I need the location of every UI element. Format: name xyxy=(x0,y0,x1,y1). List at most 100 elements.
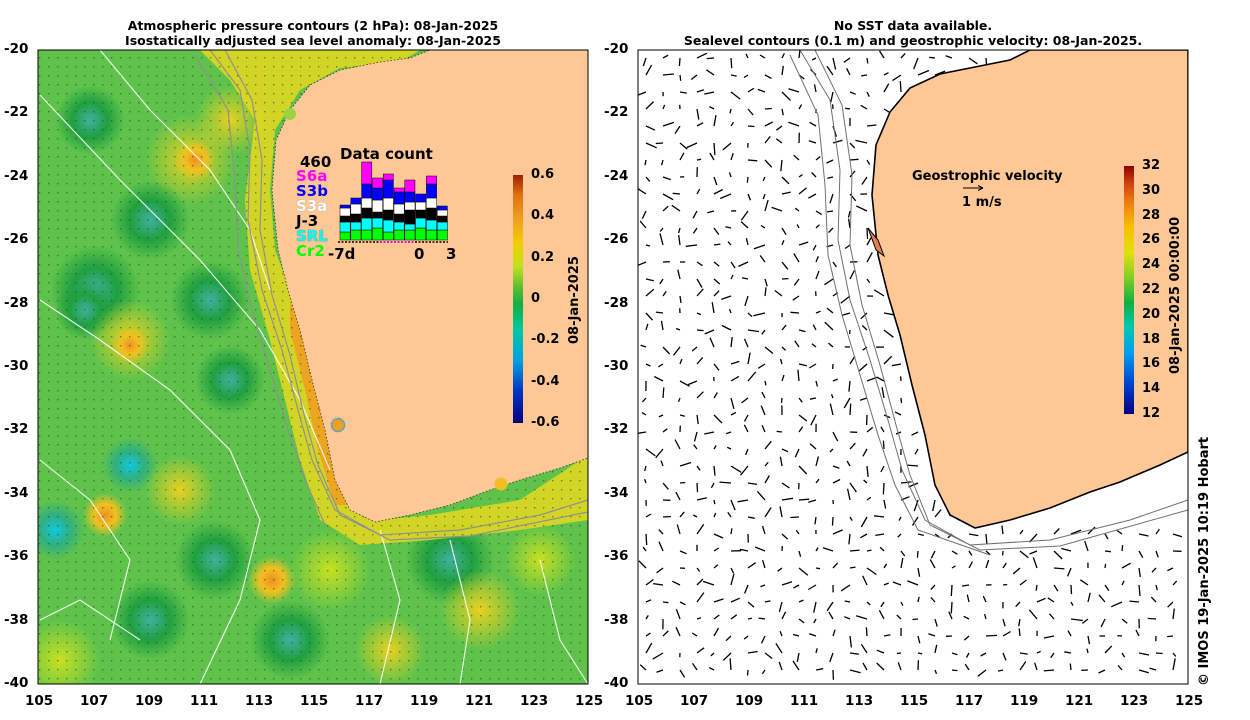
data-count-title: Data count xyxy=(340,145,433,163)
left-lon-tick: 119 xyxy=(410,693,439,709)
left-panel-title: Atmospheric pressure contours (2 hPa): 0… xyxy=(38,18,588,48)
right-lon-tick: 107 xyxy=(680,693,709,709)
right-colorbar-tick: 18 xyxy=(1142,331,1161,347)
data-count-bar-segment xyxy=(426,175,437,185)
data-count-bar-segment xyxy=(361,207,373,219)
data-count-bar-segment xyxy=(361,229,373,241)
data-count-bar-segment xyxy=(404,223,416,231)
left-title-line1: Atmospheric pressure contours (2 hPa): 0… xyxy=(127,18,499,33)
right-lat-tick: -24 xyxy=(604,167,629,184)
left-title-line2: Isostatically adjusted sea level anomaly… xyxy=(125,33,501,48)
right-title-line1: No SST data available. xyxy=(833,18,993,33)
data-count-bar-segment xyxy=(436,221,448,231)
imos-credit: © IMOS 19-Jan-2025 10:19 Hobart xyxy=(1197,436,1212,686)
sea-level-anomaly-field xyxy=(38,50,588,684)
right-map-frame xyxy=(637,49,1189,685)
right-lon-tick: 117 xyxy=(955,693,984,709)
data-count-bar-segment xyxy=(372,187,383,201)
data-count-axis-start: -7d xyxy=(328,245,356,263)
data-count-total: 460 xyxy=(300,153,332,171)
left-lat-tick: -32 xyxy=(4,421,29,438)
mission-label-s3b: S3b xyxy=(296,182,328,200)
data-count-bar-segment xyxy=(404,209,416,225)
data-count-bar-segment xyxy=(404,229,416,241)
left-lat-tick: -40 xyxy=(4,675,29,691)
right-colorbar-tick: 14 xyxy=(1142,381,1161,397)
data-count-bar-segment xyxy=(382,231,394,241)
data-count-axis-end: 3 xyxy=(446,245,457,263)
data-count-axis-zero: 0 xyxy=(414,245,425,263)
data-count-bar-segment xyxy=(382,179,394,199)
left-lat-tick: -38 xyxy=(4,611,29,628)
data-count-bar-segment xyxy=(339,221,351,233)
data-count-bar-segment xyxy=(339,215,351,223)
right-colorbar-tick: 22 xyxy=(1142,282,1161,297)
data-count-bar-segment xyxy=(415,209,427,219)
left-lon-tick: 117 xyxy=(355,693,384,709)
data-count-bar-segment xyxy=(361,183,373,199)
right-lat-tick: -20 xyxy=(604,41,629,57)
right-lon-tick: 121 xyxy=(1065,693,1094,709)
left-lon-tick: 107 xyxy=(80,693,109,709)
left-colorbar-tick: 0 xyxy=(531,291,541,306)
left-lon-tick: 115 xyxy=(300,693,329,709)
data-count-bar-segment xyxy=(372,217,383,229)
data-count-bar-segment xyxy=(350,229,362,241)
left-lon-tick: 125 xyxy=(575,693,604,709)
data-count-bar-segment xyxy=(361,197,373,209)
data-count-bar-segment xyxy=(393,191,405,205)
right-lon-tick: 105 xyxy=(625,693,654,709)
left-colorbar xyxy=(513,175,523,423)
left-lon-tick: 121 xyxy=(465,693,494,709)
data-count-bar-segment xyxy=(372,211,383,219)
right-colorbar-tick: 24 xyxy=(1142,257,1161,273)
data-count-bar-segment xyxy=(372,227,383,241)
left-colorbar-label: 08-Jan-2025 xyxy=(567,256,582,344)
data-count-bar-segment xyxy=(426,229,437,241)
left-colorbar-tick: 0.6 xyxy=(531,167,555,182)
right-lon-tick: 115 xyxy=(900,693,929,709)
data-count-bar-segment xyxy=(350,203,362,215)
left-lat-tick: -22 xyxy=(4,104,29,121)
data-count-bar-segment xyxy=(393,221,405,231)
left-lat-tick: -34 xyxy=(4,484,29,501)
data-count-bar-segment xyxy=(350,197,362,205)
data-count-bar-segment xyxy=(361,217,373,231)
mission-label-s6a: S6a xyxy=(296,167,328,185)
data-count-bar-segment xyxy=(382,209,394,221)
right-lon-tick: 109 xyxy=(735,693,764,709)
data-count-bar-segment xyxy=(382,173,394,181)
data-count-bar-segment xyxy=(350,221,362,231)
right-colorbar-tick: 28 xyxy=(1142,207,1161,223)
right-lat-tick: -38 xyxy=(604,611,629,628)
left-lat-tick: -28 xyxy=(4,294,29,311)
right-colorbar-tick: 16 xyxy=(1142,356,1161,372)
right-colorbar-tick: 20 xyxy=(1142,306,1161,322)
data-count-bar-segment xyxy=(393,203,405,215)
data-count-bar-segment xyxy=(372,177,383,189)
right-colorbar xyxy=(1124,166,1134,414)
right-colorbar-tick: 32 xyxy=(1142,158,1161,173)
data-count-bar-segment xyxy=(350,213,362,223)
data-count-bar-segment xyxy=(404,179,416,193)
right-title-line2: Sealevel contours (0.1 m) and geostrophi… xyxy=(683,33,1143,48)
right-lat-tick: -22 xyxy=(604,104,629,121)
left-lat-tick: -30 xyxy=(4,358,29,374)
left-map-frame xyxy=(37,49,589,685)
data-count-bar-segment xyxy=(372,199,383,213)
data-count-bar-segment xyxy=(404,191,416,203)
data-count-bars xyxy=(338,161,448,243)
data-count-bar-segment xyxy=(436,215,448,223)
mission-label-s3a: S3a xyxy=(296,197,328,215)
mission-label-cr2: Cr2 xyxy=(296,242,325,260)
right-lat-tick: -28 xyxy=(604,294,629,311)
data-count-bar-segment xyxy=(339,204,351,209)
left-lat-tick: -26 xyxy=(4,231,29,248)
left-lon-tick: 113 xyxy=(245,693,274,709)
left-colorbar-tick: 0.4 xyxy=(531,208,555,224)
data-count-bar-segment xyxy=(404,201,416,211)
right-lon-tick: 111 xyxy=(790,693,819,709)
data-count-bar-segment xyxy=(436,205,448,211)
left-lat-tick: -36 xyxy=(4,548,29,565)
